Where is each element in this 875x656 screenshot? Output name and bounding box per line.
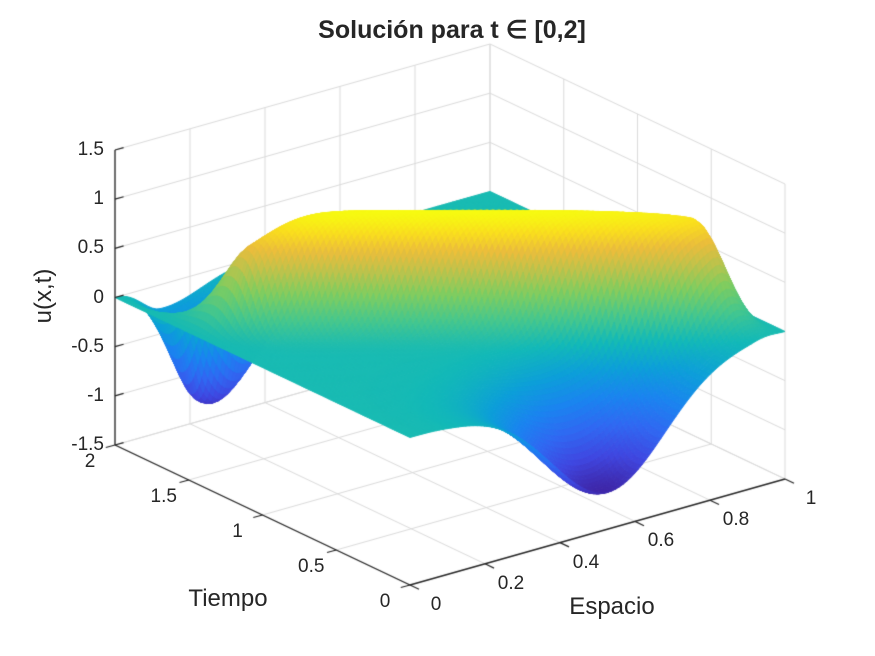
y-axis-label: Tiempo [188,585,268,612]
y-tick-label: 2 [84,450,96,472]
z-axis-label: u(x,t) [30,268,57,324]
x-tick-label: 0 [430,593,442,615]
z-tick-label: 1 [93,188,104,210]
y-tick-label: 0 [379,590,391,612]
x-tick-label: 0.4 [572,551,600,573]
x-tick-label: 0.2 [497,572,525,594]
x-tick-label: 1 [805,487,817,509]
x-tick-label: 0.8 [722,509,750,531]
z-tick-label: -0.5 [71,335,104,357]
y-tick-label: 1 [232,520,243,542]
x-axis-label: Espacio [569,593,655,620]
y-tick-label: 0.5 [298,555,325,577]
z-tick-label: -1 [87,384,104,406]
y-tick-label: 1.5 [150,485,177,507]
z-tick-label: -1.5 [71,433,104,455]
z-tick-label: 1.5 [77,139,104,160]
chart-title: Solución para t ∈ [0,2] [318,16,586,44]
z-tick-label: 0.5 [77,237,104,259]
z-tick-label: 0 [93,286,104,308]
x-tick-label: 0.6 [647,530,675,552]
